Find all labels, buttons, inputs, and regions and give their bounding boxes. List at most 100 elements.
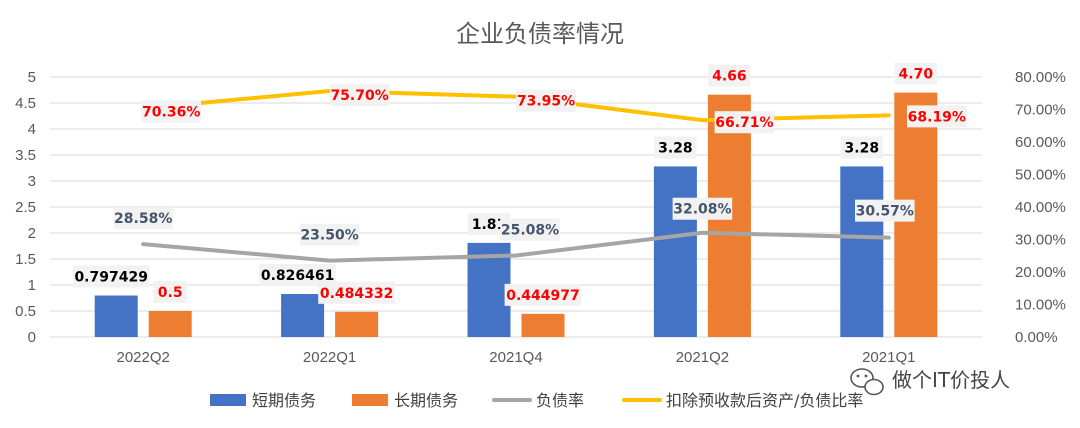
bar-data-label-text: 3.28 — [658, 140, 693, 156]
line-data-label-text: 28.58% — [114, 211, 172, 227]
legend-label: 短期债务 — [252, 391, 316, 410]
left-axis-ticks: 0 0.5 1 1.5 2 2.5 3 3.5 4 4.5 5 — [15, 69, 36, 346]
line-data-label-text: 75.70% — [330, 88, 388, 104]
legend-label: 长期债务 — [394, 391, 458, 410]
line-data-label: 75.70% — [329, 83, 390, 106]
bars — [94, 92, 938, 338]
chart-title: 企业负债率情况 — [456, 20, 624, 48]
bar-data-label: 0.826461 — [259, 264, 336, 287]
line-data-label: 32.08% — [672, 197, 733, 220]
bar-long-term — [148, 311, 192, 337]
line-data-label: 68.19% — [907, 105, 967, 128]
bar-data-label-text: 0.826461 — [261, 268, 335, 284]
line-data-label-text: 32.08% — [673, 202, 731, 218]
left-tick-label: 0.5 — [15, 303, 36, 320]
line-data-label-bg — [855, 199, 915, 222]
bar-data-label-text: 0.5 — [158, 285, 183, 301]
bar-data-label: 0.444977 — [504, 283, 582, 306]
line-data-label-bg — [141, 100, 201, 123]
line-data-label-bg — [672, 197, 733, 220]
line-data-label-text: 66.71% — [715, 115, 773, 131]
bar-data-label-text: 3.28 — [845, 140, 880, 156]
right-tick-label: 40.00% — [1015, 199, 1066, 216]
bar-data-label-text: 1.81 — [472, 217, 507, 233]
watermark-text: 做个IT价投人 — [892, 368, 1010, 392]
right-tick-label: 80.00% — [1015, 69, 1066, 86]
bar-short-term — [840, 166, 884, 337]
left-tick-label: 2 — [28, 225, 36, 242]
bar-data-label-bg — [708, 64, 751, 87]
category-label: 2021Q4 — [489, 349, 542, 366]
watermark: 做个IT价投人 — [850, 368, 1010, 396]
bar-data-label: 0.484332 — [318, 281, 395, 304]
bar-short-term — [94, 295, 138, 337]
line-data-label-text: 73.95% — [517, 94, 575, 110]
line-data-label: 70.36% — [141, 100, 201, 123]
bar-data-label-bg — [894, 62, 937, 85]
bar-data-label-bg — [504, 283, 582, 306]
category-label: 2021Q2 — [676, 349, 729, 366]
bar-short-term — [281, 294, 325, 337]
bar-data-label: 4.66 — [708, 64, 751, 87]
line-data-label: 28.58% — [113, 207, 173, 230]
bar-data-label-text: 4.66 — [712, 69, 747, 85]
line-data-label: 23.50% — [299, 223, 360, 246]
legend-item: 负债率 — [492, 391, 584, 410]
bar-data-label-text: 0.797429 — [74, 270, 148, 286]
bar-data-label-text: 4.70 — [899, 67, 934, 83]
bar-data-label: 0.5 — [153, 281, 188, 303]
line-data-label-bg — [516, 89, 576, 112]
right-tick-label: 20.00% — [1015, 264, 1066, 281]
bar-data-label: 4.70 — [894, 62, 937, 85]
right-tick-label: 60.00% — [1015, 134, 1066, 151]
left-tick-label: 1.5 — [15, 251, 36, 268]
wechat-icon — [850, 368, 884, 396]
data-labels: 0.797429 0.826461 1.81 3.28 3.28 0.5 0.484332 0… — [72, 62, 967, 306]
line-data-label-text: 25.08% — [501, 222, 559, 238]
legend-item: 短期债务 — [210, 391, 316, 410]
left-tick-label: 5 — [28, 69, 36, 86]
left-tick-label: 1 — [28, 277, 36, 294]
line-data-label-text: 68.19% — [908, 109, 966, 125]
left-tick-label: 4 — [28, 121, 36, 138]
bar-short-term — [653, 166, 697, 337]
bar-data-label-text: 0.484332 — [320, 286, 394, 302]
right-tick-label: 30.00% — [1015, 232, 1066, 249]
right-tick-label: 50.00% — [1015, 167, 1066, 184]
left-tick-label: 0 — [28, 329, 36, 346]
left-tick-label: 3.5 — [15, 147, 36, 164]
bar-data-label-bg — [467, 212, 511, 235]
right-tick-label: 70.00% — [1015, 102, 1066, 119]
line-data-label: 66.71% — [714, 111, 775, 134]
line-data-label: 30.57% — [855, 199, 915, 222]
legend-label: 扣除预收款后资产/负债比率 — [666, 391, 863, 410]
legend-item: 扣除预收款后资产/负债比率 — [622, 391, 863, 410]
bar-data-label-bg — [654, 136, 697, 159]
right-tick-label: 0.00% — [1015, 329, 1058, 346]
line-data-label-bg — [500, 218, 560, 241]
bar-data-label-bg — [72, 265, 150, 288]
bar-data-label-text: 0.444977 — [506, 288, 580, 304]
right-tick-label: 10.00% — [1015, 297, 1066, 314]
bar-data-label: 0.797429 — [72, 265, 150, 288]
line-data-label: 25.08% — [500, 218, 560, 241]
legend-label: 负债率 — [536, 391, 584, 410]
left-tick-label: 3 — [28, 173, 36, 190]
left-tick-label: 4.5 — [15, 95, 36, 112]
category-label: 2021Q1 — [862, 349, 915, 366]
legend-swatch — [210, 394, 246, 406]
bar-long-term — [521, 313, 565, 337]
line-data-label-text: 23.50% — [300, 228, 358, 244]
line-data-label-bg — [714, 111, 775, 134]
line-data-label: 73.95% — [516, 89, 576, 112]
line-data-label-text: 70.36% — [142, 104, 200, 120]
line-debt-ratio — [141, 230, 891, 263]
line-data-label-text: 30.57% — [856, 204, 914, 220]
category-ticks: 2022Q2 2022Q1 2021Q4 2021Q2 2021Q1 — [117, 349, 916, 366]
bar-data-label-bg — [153, 281, 188, 303]
line-data-label-bg — [907, 105, 967, 128]
line-data-label-bg — [299, 223, 360, 246]
bar-data-label-bg — [318, 281, 395, 304]
category-label: 2022Q1 — [303, 349, 356, 366]
